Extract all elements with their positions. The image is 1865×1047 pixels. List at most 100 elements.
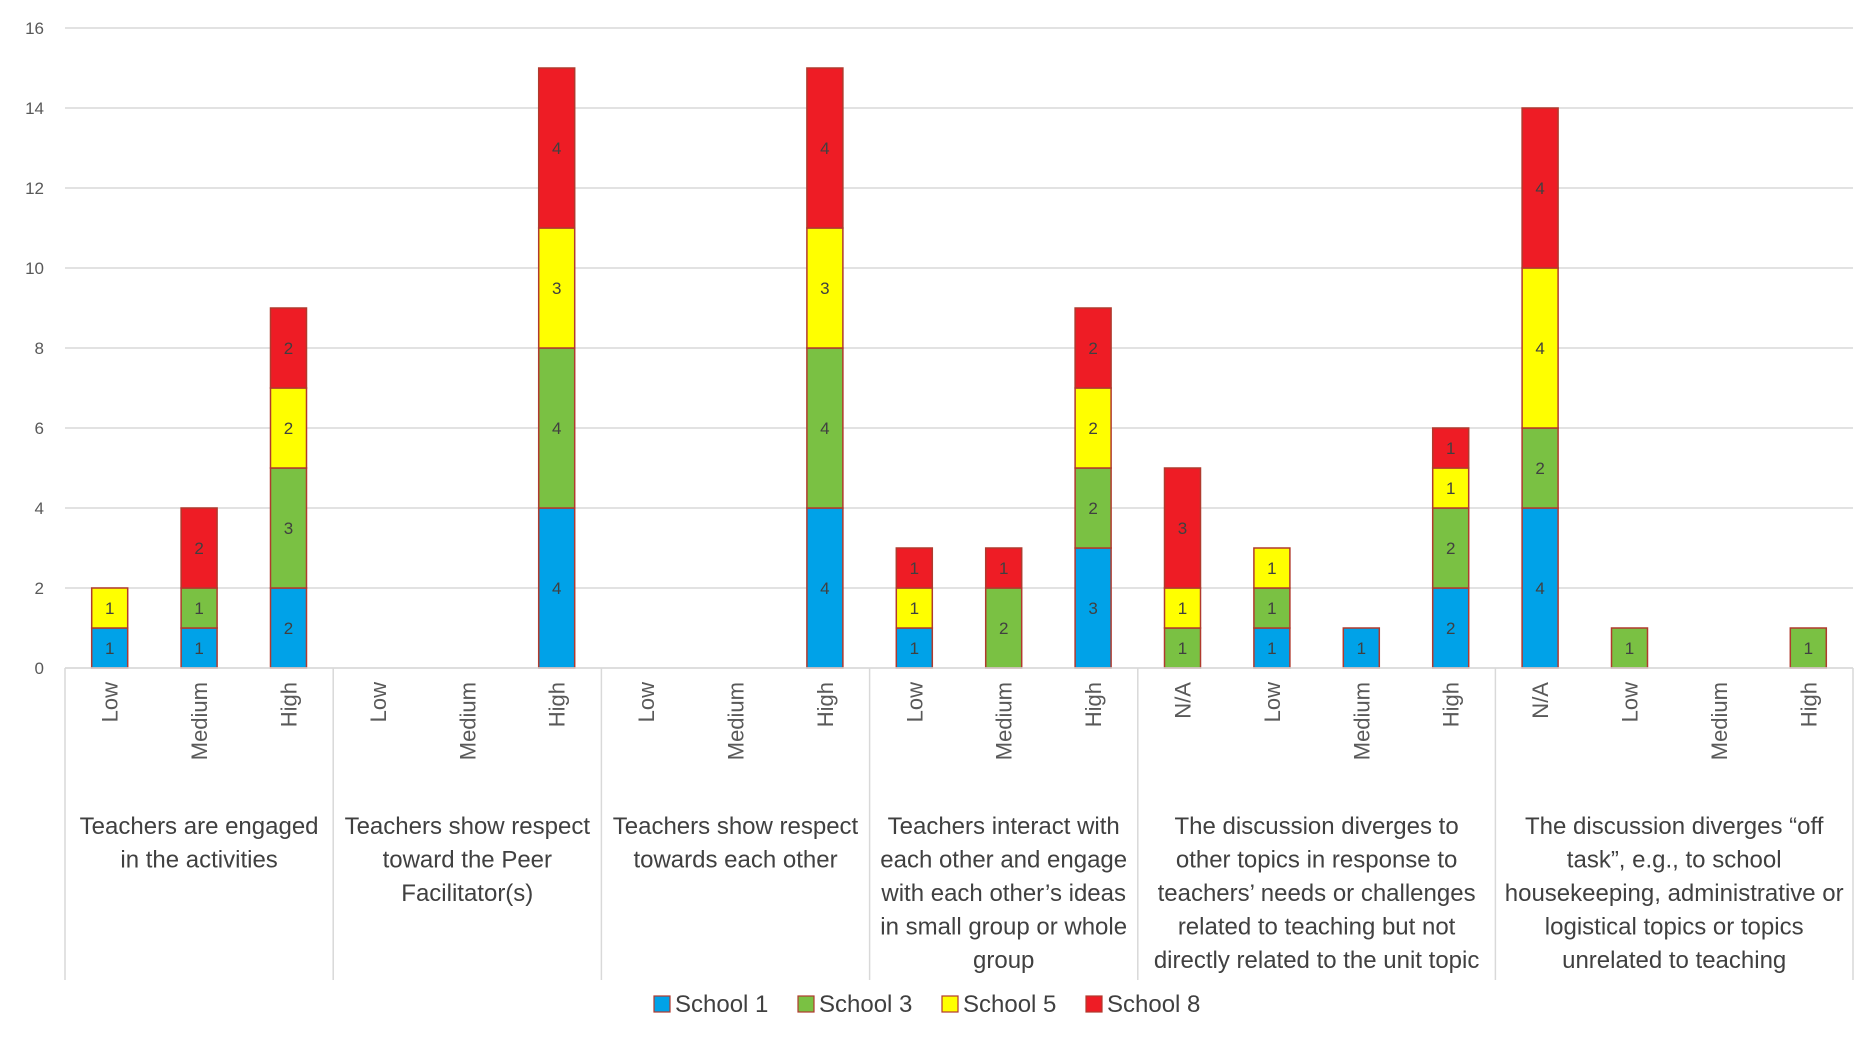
bar-segment (537, 347, 576, 509)
legend-label: School 5 (963, 991, 1056, 1018)
legend-label: School 3 (819, 991, 912, 1018)
data-label: 2 (999, 619, 1008, 638)
category-label: Low (98, 682, 123, 722)
data-label: 1 (1446, 439, 1455, 458)
bar-segment (269, 307, 308, 389)
bar-segment (1521, 427, 1559, 509)
bar-segment (806, 347, 844, 509)
data-label: 2 (1446, 619, 1455, 638)
y-tick-label: 6 (35, 419, 44, 438)
group-label: Teachers interact with each other and eng… (880, 813, 1127, 974)
data-label: 1 (1178, 599, 1187, 618)
data-label: 4 (820, 579, 829, 598)
legend-item: School 3 (797, 991, 912, 1018)
data-label: 3 (820, 279, 829, 298)
data-label: 2 (284, 339, 293, 358)
y-tick-label: 10 (25, 259, 44, 278)
category-label: Medium (187, 682, 212, 760)
data-label: 1 (1178, 639, 1187, 658)
category-label: Medium (455, 682, 480, 760)
legend-swatch (1085, 995, 1103, 1013)
bar-segment (180, 507, 218, 589)
data-label: 1 (105, 599, 114, 618)
bar-segment (895, 547, 934, 589)
bar-segment (1163, 587, 1202, 629)
data-label: 3 (1178, 519, 1187, 538)
bar-segment (895, 627, 934, 669)
data-label: 1 (1267, 599, 1276, 618)
y-tick-label: 4 (35, 499, 44, 518)
category-label: Medium (724, 682, 749, 760)
legend-label: School 1 (675, 991, 768, 1018)
data-label: 3 (284, 519, 293, 538)
data-label: 4 (1535, 579, 1544, 598)
data-label: 2 (284, 419, 293, 438)
data-label: 1 (105, 639, 114, 658)
category-label: Medium (1349, 682, 1374, 760)
bar-segment (90, 587, 129, 629)
bar-segment (180, 587, 218, 629)
data-label: 1 (1446, 479, 1455, 498)
data-label: 4 (1535, 339, 1544, 358)
group-label: The discussion diverges to other topics i… (1154, 813, 1480, 974)
group-label: Teachers are engaged in the activities (80, 813, 319, 874)
category-label: High (813, 682, 838, 727)
bar-segment (1521, 107, 1559, 269)
data-label: 3 (1088, 599, 1097, 618)
data-label: 4 (1535, 179, 1544, 198)
data-label: 1 (194, 639, 203, 658)
category-label: N/A (1528, 682, 1553, 719)
data-label: 2 (284, 619, 293, 638)
legend-swatch (797, 995, 815, 1013)
data-label: 2 (1088, 499, 1097, 518)
category-label: High (1796, 682, 1821, 727)
bar-segment (806, 507, 844, 669)
y-tick-label: 0 (35, 659, 44, 678)
data-label: 1 (1267, 559, 1276, 578)
bar-segment (1163, 467, 1202, 589)
data-label: 4 (820, 139, 829, 158)
bar-segment (984, 587, 1023, 669)
legend-item: School 1 (653, 991, 768, 1018)
bar-segment (1431, 507, 1470, 589)
group-label: Teachers show respect toward the Peer Faci… (345, 813, 591, 907)
data-label: 2 (1446, 539, 1455, 558)
legend-swatch (941, 995, 959, 1013)
bar-segment (1074, 307, 1112, 389)
category-label: Low (1260, 682, 1285, 722)
data-label: 1 (194, 599, 203, 618)
bar-segment (806, 227, 844, 349)
data-label: 2 (194, 539, 203, 558)
data-label: 4 (552, 579, 561, 598)
bar-segment (1074, 387, 1112, 469)
category-label: Low (634, 682, 659, 722)
category-label: High (1081, 682, 1106, 727)
category-label: N/A (1171, 682, 1196, 719)
category-label: Medium (992, 682, 1017, 760)
bar-segment (1521, 267, 1559, 429)
y-tick-label: 14 (25, 99, 44, 118)
bar-segment (1431, 427, 1470, 469)
y-tick-label: 2 (35, 579, 44, 598)
legend: School 1 School 3 School 5 School 8 (653, 991, 1200, 1018)
bars: 1 1 1 1 2 2 3 2 2 4 4 3 4 4 4 3 4 1 1 1 2 1 3 2 2 2 1 1 3 1 1 1 1 2 2 1 1 4 2 4… (90, 67, 1828, 669)
y-axis: 0 2 4 6 8 10 12 14 16 (25, 19, 44, 678)
bar-segment (537, 507, 576, 669)
data-label: 1 (1804, 639, 1813, 658)
category-label: High (545, 682, 570, 727)
data-label: 1 (1267, 639, 1276, 658)
bar-segment (1253, 587, 1291, 629)
category-label: High (1439, 682, 1464, 727)
y-tick-label: 12 (25, 179, 44, 198)
category-label: Medium (1707, 682, 1732, 760)
data-label: 4 (552, 139, 561, 158)
data-label: 2 (1535, 459, 1544, 478)
bar-segment (1610, 627, 1649, 669)
data-label: 1 (999, 559, 1008, 578)
bar-segment (984, 547, 1023, 589)
category-label: Low (366, 682, 391, 722)
bar-segment (269, 587, 308, 669)
data-label: 1 (1625, 639, 1634, 658)
bar-segment (1253, 547, 1291, 589)
